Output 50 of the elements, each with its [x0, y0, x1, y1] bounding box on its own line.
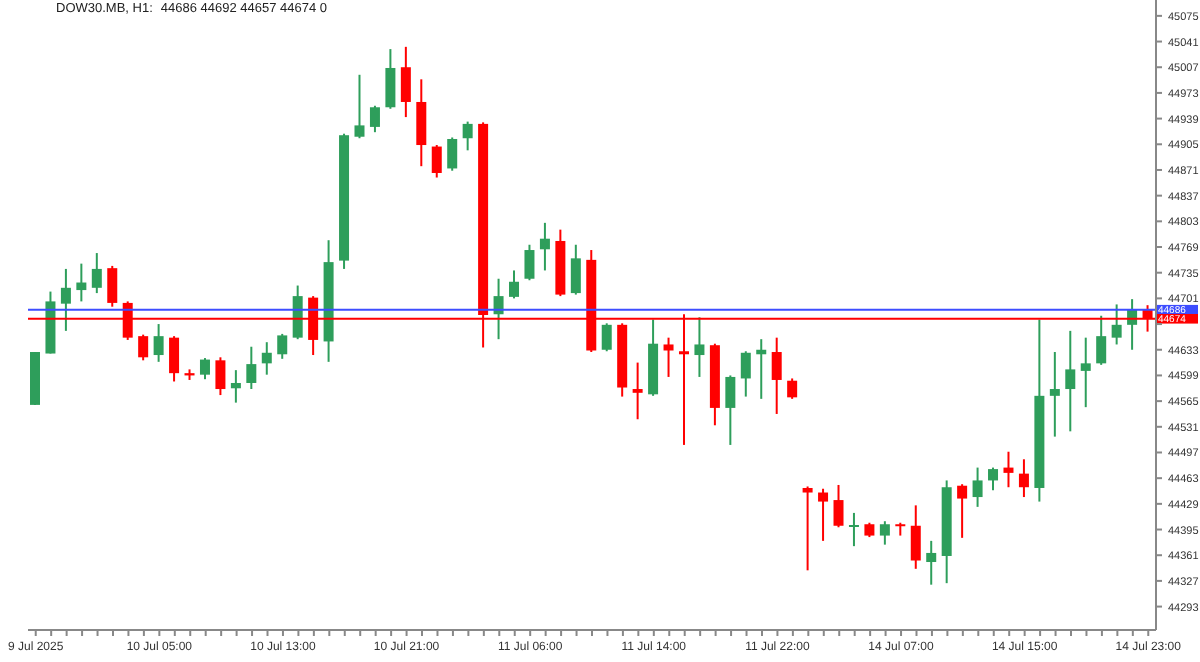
candlestick [1065, 329, 1076, 433]
candlestick [60, 267, 71, 332]
candlestick [539, 221, 550, 272]
candlestick [400, 45, 411, 119]
candlestick [787, 377, 798, 400]
candlestick [1018, 458, 1029, 499]
candlestick [277, 332, 288, 360]
candlestick [1003, 450, 1014, 489]
candlestick [385, 48, 396, 110]
candlestick [632, 361, 643, 421]
candlestick [1111, 303, 1122, 346]
candlestick [802, 485, 813, 572]
candlestick [988, 466, 999, 492]
candlestick [91, 252, 102, 295]
candlestick [169, 335, 180, 383]
candlestick [261, 341, 272, 376]
candlestick [601, 322, 612, 353]
candlestick [818, 487, 829, 542]
candlestick [215, 356, 226, 397]
candlestick [740, 350, 751, 398]
candlestick [246, 345, 257, 391]
candlestick [153, 323, 164, 363]
candlestick [926, 539, 937, 586]
candlestick [447, 136, 458, 172]
candlestick [1049, 351, 1060, 438]
candlestick [848, 511, 859, 548]
candlestick [369, 104, 380, 134]
candlestick [199, 357, 210, 381]
candlestick [416, 78, 427, 168]
candlestick [910, 504, 921, 570]
candlestick [771, 336, 782, 415]
candlestick [694, 316, 705, 378]
candlestick [725, 374, 736, 446]
candlestick [431, 144, 442, 179]
candlestick [230, 369, 241, 404]
candlestick [1080, 336, 1091, 409]
candlestick [524, 243, 535, 282]
candlestick [957, 483, 968, 539]
candlestick [462, 120, 473, 152]
candlestick [1096, 314, 1107, 366]
candlestick [107, 264, 118, 308]
candlestick [663, 336, 674, 378]
candlestick [833, 483, 844, 529]
candlestick [972, 466, 983, 508]
candlestick [570, 243, 581, 296]
candlestick [138, 333, 149, 362]
candlestick [879, 520, 890, 546]
candlestick [509, 269, 520, 300]
candlestick [354, 73, 365, 140]
candlestick [76, 262, 87, 303]
